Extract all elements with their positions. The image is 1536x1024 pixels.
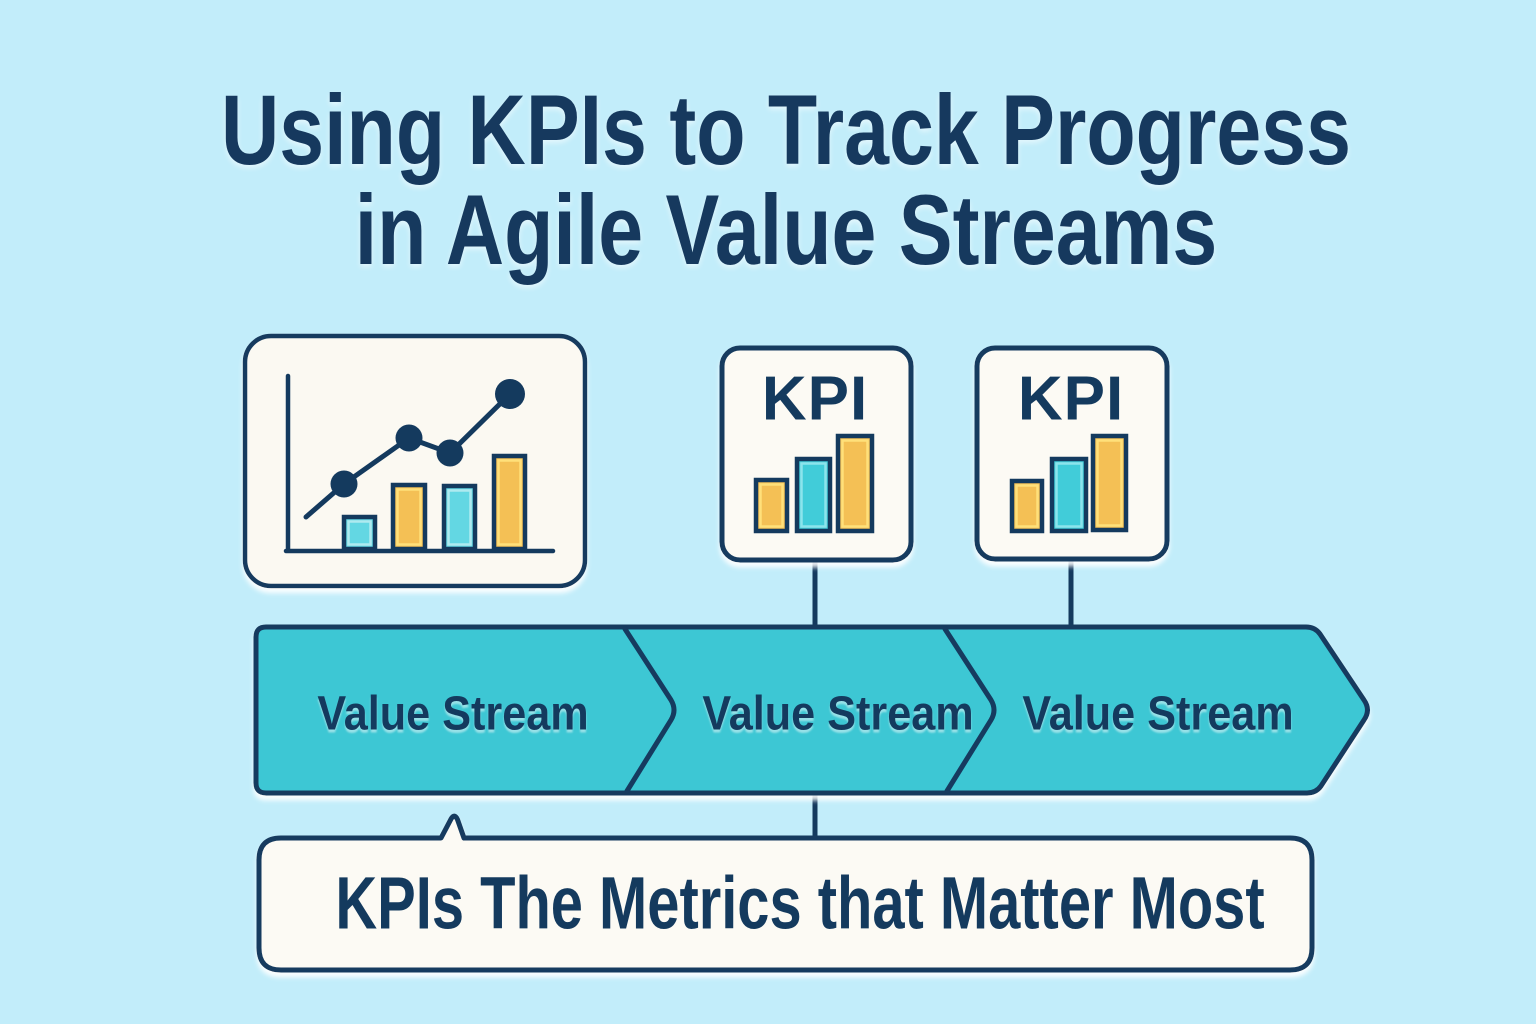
value-stream-segment-1-label: Value Stream [317,687,589,741]
kpi-card-1-label: KPI [761,364,869,434]
value-stream-segment-3-label: Value Stream [1022,687,1294,741]
value-stream-band [253,624,1370,796]
kpi-card-2-label: KPI [1017,364,1125,434]
bar-chart-icon-1 [753,433,875,534]
title-line-2: in Agile Value Streams [354,174,1218,285]
connector-lines [812,557,1074,841]
bar-chart-icon-2 [1009,433,1129,534]
page-title: Using KPIs to Track Progress in Agile Va… [145,80,1426,280]
chart-bars [341,453,528,552]
chevron-separator-1 [622,626,677,794]
value-stream-segment-2-label: Value Stream [702,687,974,741]
title-line-1: Using KPIs to Track Progress [221,74,1351,185]
caption-label: KPIs The Metrics that Matter Most [335,861,1265,945]
chart-trend-line [303,379,525,520]
line-chart-icon [283,373,556,554]
chevron-separator-2 [942,626,997,794]
caption-box [256,813,1315,973]
